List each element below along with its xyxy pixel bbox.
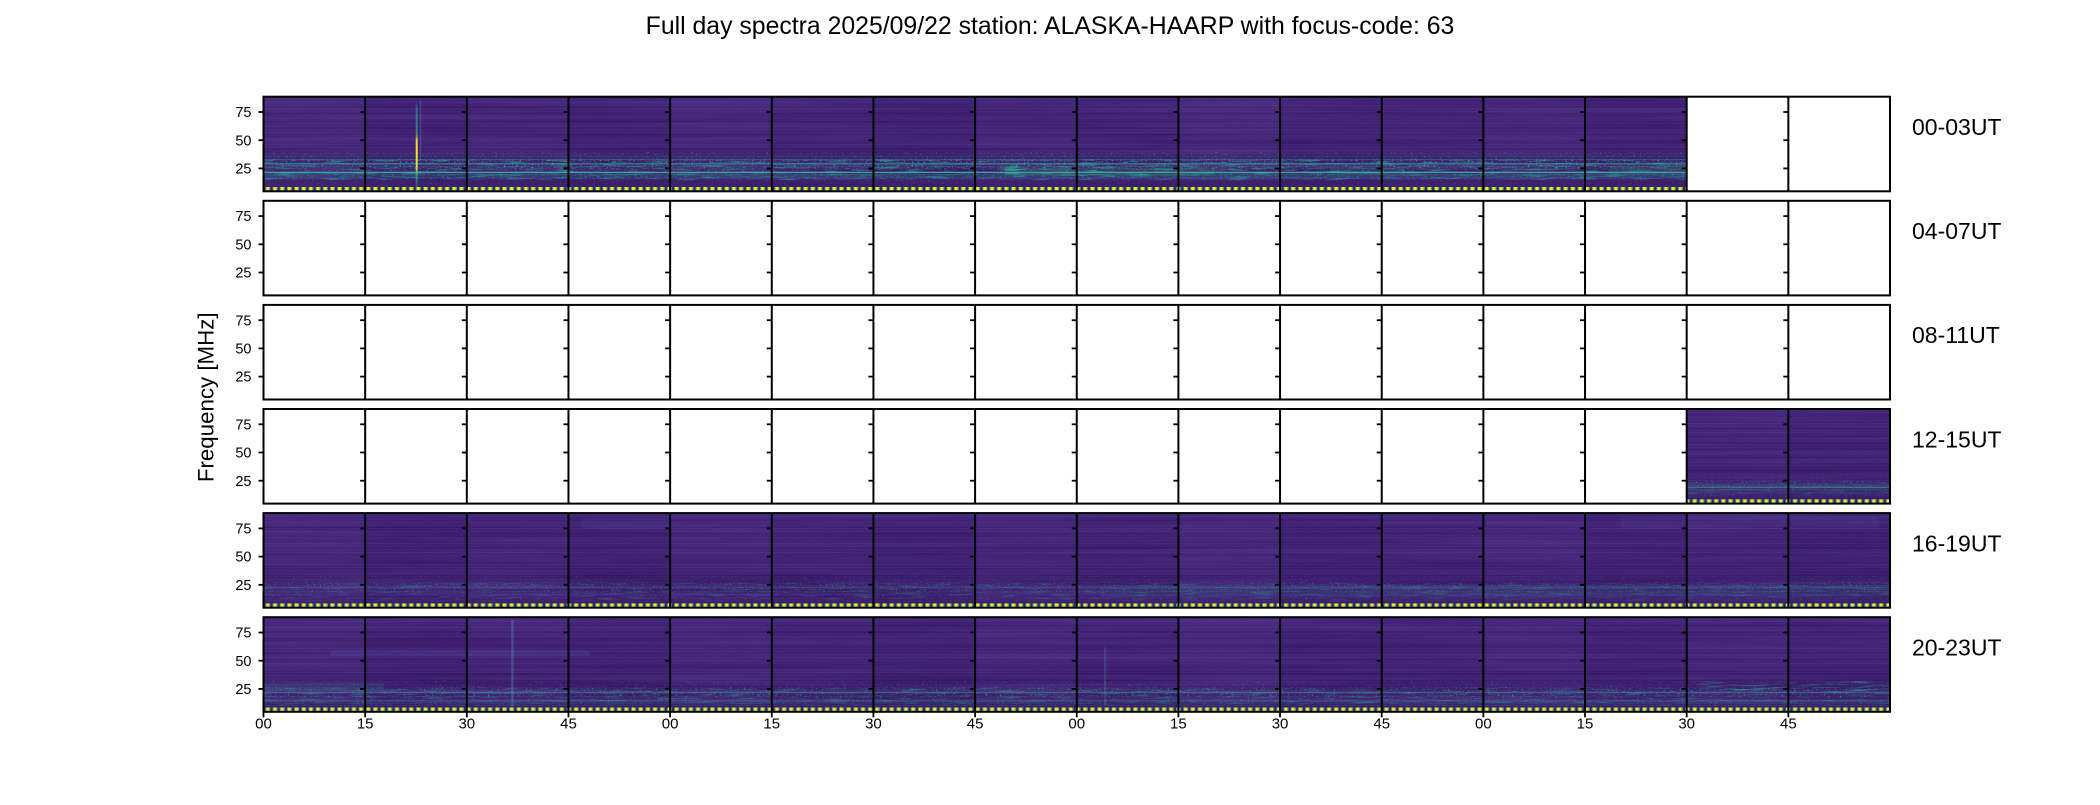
svg-text:45: 45 [560, 716, 577, 733]
svg-text:50: 50 [235, 446, 251, 462]
svg-text:75: 75 [235, 522, 251, 538]
svg-text:50: 50 [235, 654, 251, 670]
svg-text:15: 15 [357, 716, 374, 733]
svg-text:15: 15 [763, 716, 780, 733]
svg-text:25: 25 [235, 682, 251, 698]
svg-text:30: 30 [1678, 716, 1695, 733]
svg-text:30: 30 [865, 716, 882, 733]
svg-text:45: 45 [1373, 716, 1390, 733]
svg-text:08-11UT: 08-11UT [1912, 322, 2000, 348]
svg-text:Frequency [MHz]: Frequency [MHz] [194, 312, 219, 482]
svg-text:25: 25 [235, 162, 251, 178]
svg-text:50: 50 [235, 550, 251, 566]
svg-text:20-23UT: 20-23UT [1912, 635, 2001, 661]
svg-text:25: 25 [235, 370, 251, 386]
svg-text:12-15UT: 12-15UT [1912, 426, 2001, 452]
svg-text:75: 75 [235, 105, 251, 121]
svg-text:50: 50 [235, 342, 251, 358]
svg-text:50: 50 [235, 133, 251, 149]
svg-text:00: 00 [255, 716, 272, 733]
svg-text:50: 50 [235, 237, 251, 253]
svg-text:00-03UT: 00-03UT [1912, 114, 2001, 140]
svg-text:75: 75 [235, 626, 251, 642]
svg-text:15: 15 [1577, 716, 1594, 733]
svg-text:75: 75 [235, 313, 251, 329]
svg-text:45: 45 [1780, 716, 1797, 733]
svg-text:25: 25 [235, 474, 251, 490]
svg-text:75: 75 [235, 209, 251, 225]
svg-text:75: 75 [235, 417, 251, 433]
svg-text:00: 00 [1475, 716, 1492, 733]
svg-text:04-07UT: 04-07UT [1912, 218, 2001, 244]
svg-text:25: 25 [235, 578, 251, 594]
svg-text:16-19UT: 16-19UT [1912, 530, 2001, 556]
svg-text:Full day spectra 2025/09/22 st: Full day spectra 2025/09/22 station: ALA… [646, 13, 1455, 40]
svg-text:00: 00 [662, 716, 679, 733]
svg-text:25: 25 [235, 266, 251, 282]
svg-text:30: 30 [458, 716, 475, 733]
svg-text:45: 45 [967, 716, 984, 733]
svg-text:30: 30 [1272, 716, 1289, 733]
svg-text:15: 15 [1170, 716, 1187, 733]
svg-text:00: 00 [1068, 716, 1085, 733]
